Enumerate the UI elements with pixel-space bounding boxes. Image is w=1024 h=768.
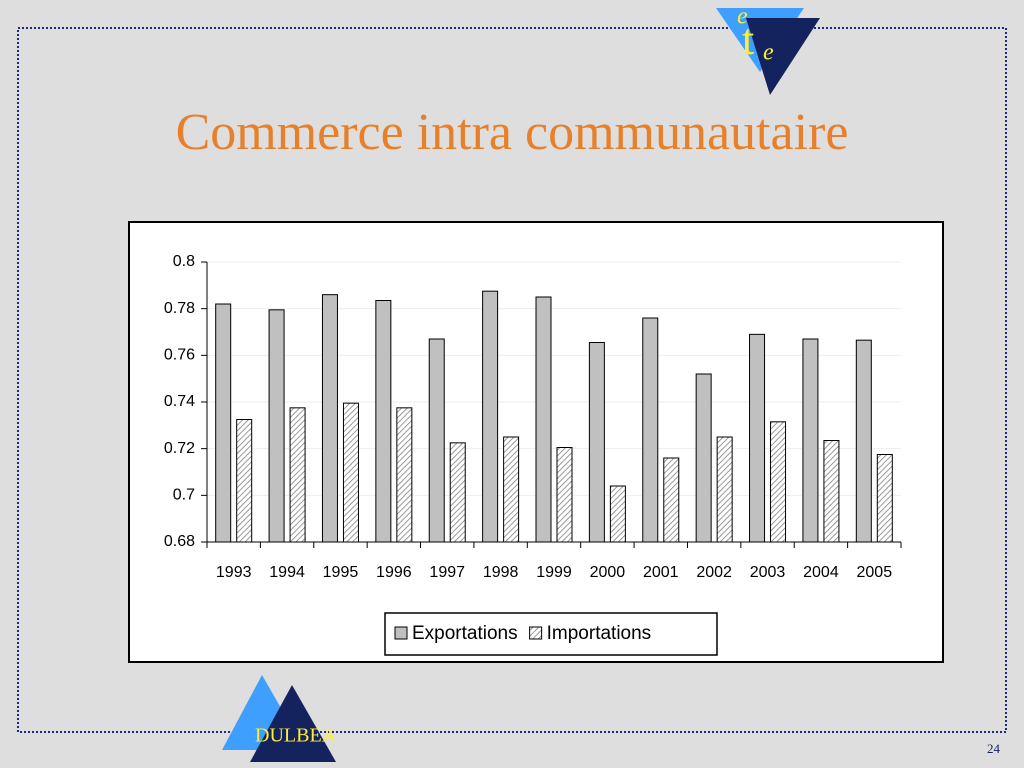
bar — [503, 436, 520, 543]
bar — [588, 342, 605, 543]
bar — [770, 421, 787, 543]
x-tick-label: 1993 — [216, 564, 252, 581]
logo-letter: e — [737, 4, 748, 30]
bar — [482, 290, 499, 543]
bar — [215, 303, 232, 543]
slide-border — [17, 27, 1007, 733]
page-number: 24 — [987, 741, 1001, 756]
bar — [289, 407, 306, 543]
y-tick-label: 0.72 — [164, 440, 195, 457]
slide-title: Commerce intra communautaire — [176, 104, 849, 161]
bar — [749, 333, 766, 543]
x-tick-label: 1999 — [536, 564, 572, 581]
bar — [855, 339, 872, 543]
bar — [268, 309, 285, 543]
x-tick-label: 1994 — [269, 564, 305, 581]
legend-swatch — [394, 626, 408, 640]
bar — [321, 294, 338, 543]
x-tick-label: 1998 — [483, 564, 519, 581]
plot: 0.68 0.7 0.72 0.74 0.76 0.78 0.8 1993 1994 1995 19… — [164, 253, 902, 581]
bar — [695, 373, 712, 543]
x-tick-label: 2002 — [696, 564, 732, 581]
x-tick-label: 2004 — [803, 564, 839, 581]
logo-triangle — [250, 685, 336, 762]
bar — [609, 485, 626, 543]
x-tick-label: 1997 — [429, 564, 465, 581]
y-tick-label: 0.78 — [164, 300, 195, 317]
footer-logo: DULBEA — [255, 725, 337, 747]
x-tick-label: 1996 — [376, 564, 412, 581]
x-tick-label: 2001 — [643, 564, 679, 581]
bar — [535, 296, 552, 543]
logo-letter: e — [763, 40, 774, 66]
y-tick-label: 0.7 — [173, 487, 195, 504]
bar — [375, 300, 392, 543]
bar — [876, 454, 893, 543]
legend-items: Exportations Importations — [394, 623, 652, 644]
legend-label: Exportations — [412, 623, 518, 644]
x-tick-label: 2005 — [857, 564, 893, 581]
y-tick-label: 0.8 — [173, 253, 195, 270]
bar — [236, 419, 253, 543]
bar — [642, 317, 659, 543]
bar — [823, 440, 840, 543]
y-tick-label: 0.76 — [164, 347, 195, 364]
bar — [428, 338, 445, 543]
bar — [556, 447, 573, 543]
logo-triangle — [746, 18, 820, 95]
legend-swatch — [529, 626, 543, 640]
y-tick-label: 0.74 — [164, 393, 195, 410]
bar — [802, 338, 819, 543]
logo-letter: t — [742, 15, 754, 64]
legend — [384, 612, 718, 656]
x-tick-label: 2000 — [590, 564, 626, 581]
y-tick-label: 0.68 — [164, 533, 195, 550]
bar — [663, 457, 680, 543]
bar — [342, 402, 359, 543]
bar — [396, 407, 413, 543]
x-tick-label: 2003 — [750, 564, 786, 581]
bar — [449, 442, 466, 543]
x-tick-label: 1995 — [323, 564, 359, 581]
legend-label: Importations — [547, 623, 652, 644]
bar — [716, 436, 733, 543]
